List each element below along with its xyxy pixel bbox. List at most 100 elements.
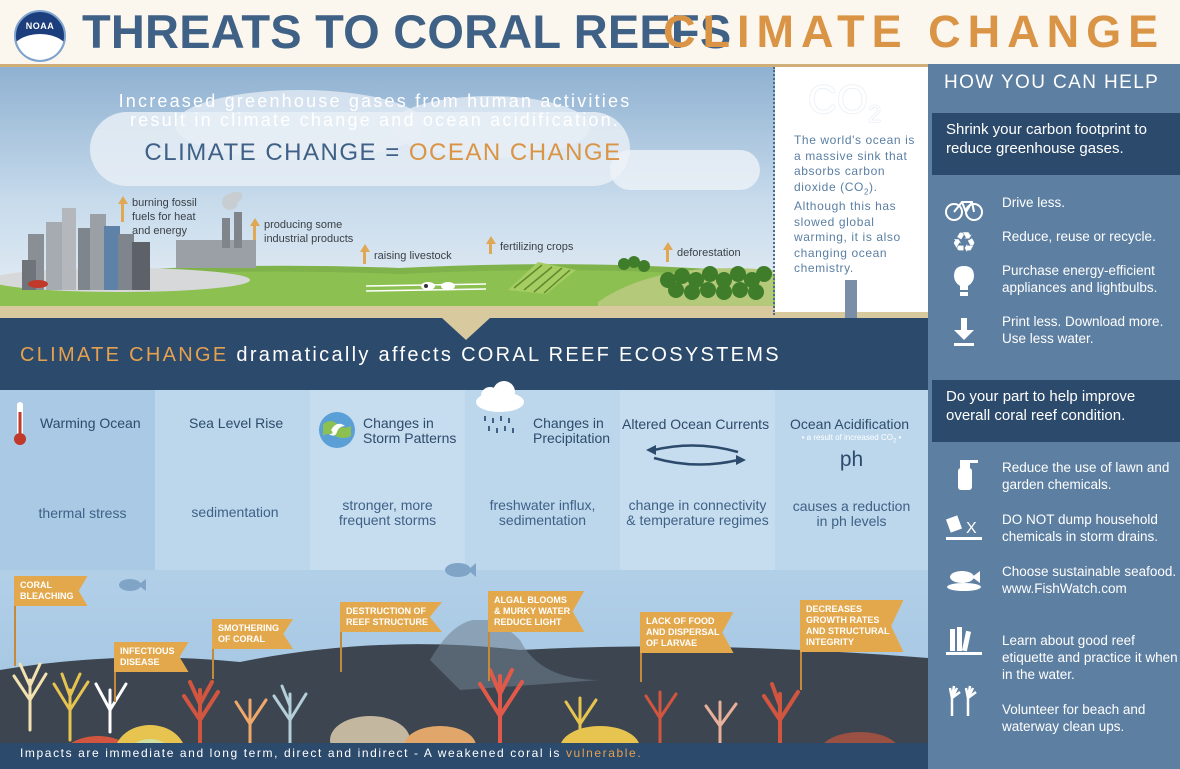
page-title-accent: CLIMATE CHANGE: [663, 6, 1166, 57]
up-arrow-stem: [666, 250, 669, 262]
co2-text-sub: 2: [863, 186, 870, 196]
rain-cloud-icon: [476, 381, 524, 433]
column-acidification: [775, 390, 928, 570]
up-arrow-icon: [486, 236, 496, 244]
column-effect: thermal stress: [0, 506, 165, 521]
flag-text: SMOTHERING: [218, 623, 280, 633]
equation-lhs: CLIMATE CHANGE: [144, 139, 378, 166]
flag-pole: [488, 591, 490, 681]
noaa-logo: NOAA: [14, 10, 66, 62]
cause-industrial: producing some industrial products: [264, 218, 353, 246]
header-banner: [0, 0, 1180, 67]
co2-subscript: 2: [868, 101, 882, 128]
fish-icon: [119, 579, 146, 591]
up-arrow-stem: [253, 226, 256, 240]
column-ocean-currents: [620, 390, 775, 570]
cause-crops: fertilizing crops: [500, 240, 573, 254]
title-line: Changes in: [533, 415, 604, 431]
flag-text: OF LARVAE: [646, 638, 698, 648]
column-title: Changes in Precipitation: [533, 416, 610, 446]
books-icon: [946, 627, 982, 655]
flag-text: & MURKY WATER: [494, 606, 571, 616]
crop-field: [508, 262, 576, 294]
flag-larvae: LACK OF FOOD AND DISPERSAL OF LARVAE: [640, 612, 734, 653]
up-arrow-icon: [663, 242, 673, 250]
flag-text: DECREASES: [806, 604, 863, 614]
section-title-end: CORAL REEF ECOSYSTEMS: [461, 344, 781, 366]
effect-text: freshwater influx,: [489, 497, 596, 513]
current-arrows-icon: [646, 444, 746, 466]
co2-description: The world's ocean is a massive sink that…: [794, 133, 922, 277]
column-title: Ocean Acidification: [790, 416, 910, 432]
flag-pole: [340, 602, 342, 672]
flag-pole: [14, 576, 16, 666]
cause-text: deforestation: [677, 247, 741, 259]
ph-symbol: ph: [839, 448, 864, 471]
page-title: THREATS TO CORAL REEFS: [82, 5, 732, 58]
effect-text: stronger, more: [342, 497, 433, 513]
cause-livestock: raising livestock: [374, 249, 452, 263]
help-energy: Purchase energy-efficient appliances and…: [1002, 263, 1158, 295]
up-arrow-icon: [118, 196, 128, 204]
equation-heading: CLIMATE CHANGE = OCEAN CHANGE: [0, 139, 766, 167]
flag-smothering: SMOTHERING OF CORAL: [212, 619, 294, 649]
note-end: •: [896, 433, 902, 442]
factory: [176, 192, 256, 268]
column-warming-ocean: [0, 390, 155, 570]
bottom-caption-text: Impacts are immediate and long term, dir…: [20, 746, 562, 760]
fish-icon: [445, 563, 476, 577]
equation-sign: =: [385, 139, 401, 166]
co2-text-a: The world's ocean is a massive sink that…: [794, 133, 916, 194]
effect-text: change in connectivity: [628, 497, 767, 513]
section-title-middle: dramatically affects: [236, 344, 454, 366]
column-effect: causes a reduction in ph levels: [775, 499, 928, 529]
bottom-caption-accent: vulnerable.: [565, 746, 643, 760]
spray-bottle-icon: [958, 460, 978, 490]
flag-coral-bleaching: CORAL BLEACHING: [14, 576, 88, 606]
cause-deforestation: deforestation: [677, 246, 741, 260]
intro-text: Increased greenhouse gases from human ac…: [0, 92, 750, 130]
column-title: Altered Ocean Currents: [622, 416, 770, 432]
cause-text: burning fossil: [132, 197, 197, 209]
bottom-caption: Impacts are immediate and long term, dir…: [20, 746, 642, 760]
column-sea-level-rise: [155, 390, 310, 570]
up-arrow-stem: [489, 244, 492, 254]
cloud: [610, 150, 760, 190]
cause-text: and energy: [132, 225, 188, 237]
flag-text: AND STRUCTURAL: [806, 626, 890, 636]
flag-text: REDUCE LIGHT: [494, 617, 562, 627]
flag-text: INTEGRITY: [806, 637, 855, 647]
co2-text-b: ). Although this has slowed global warmi…: [794, 179, 901, 276]
flag-text: BLEACHING: [20, 591, 74, 601]
cause-text: industrial products: [264, 233, 354, 245]
recycle-icon: ♻: [951, 227, 977, 258]
lightbulb-icon: [954, 266, 974, 296]
help-recycle: Reduce, reuse or recycle.: [1002, 229, 1156, 244]
column-title: Warming Ocean: [40, 415, 141, 431]
help-volunteer: Volunteer for beach and waterway clean u…: [1002, 702, 1146, 734]
column-title: Changes in Storm Patterns: [363, 416, 456, 446]
band-notch: [442, 318, 490, 340]
column-effect: sedimentation: [155, 505, 315, 520]
effect-text: sedimentation: [191, 504, 279, 520]
ground-strip: [0, 306, 928, 318]
title-line: Changes in: [363, 415, 434, 431]
bicycle-icon: [945, 201, 983, 221]
title-line: Precipitation: [533, 430, 611, 446]
effect-text: frequent storms: [338, 512, 437, 528]
sidebar-box-reef: Do your part to help improve overall cor…: [932, 380, 1180, 442]
flag-text: AND DISPERSAL: [646, 627, 720, 637]
cause-fossil-fuels: burning fossil fuels for heat and energy: [132, 196, 197, 238]
sidebar-box-carbon: Shrink your carbon footprint to reduce g…: [932, 113, 1180, 175]
note-sub: 2: [892, 438, 897, 445]
flag-text: ALGAL BLOOMS: [494, 595, 567, 605]
help-print-less: Print less. Download more. Use less wate…: [1002, 314, 1164, 346]
help-seafood: Choose sustainable seafood. www.FishWatc…: [1002, 564, 1177, 596]
up-arrow-stem: [363, 252, 366, 264]
equation-rhs: OCEAN CHANGE: [408, 139, 622, 166]
city-skyline: [22, 208, 150, 290]
effect-text: thermal stress: [38, 505, 127, 521]
co2-panel: [775, 67, 928, 312]
help-drive-less: Drive less.: [1002, 195, 1066, 210]
help-no-dumping: DO NOT dump household chemicals in storm…: [1002, 512, 1159, 544]
